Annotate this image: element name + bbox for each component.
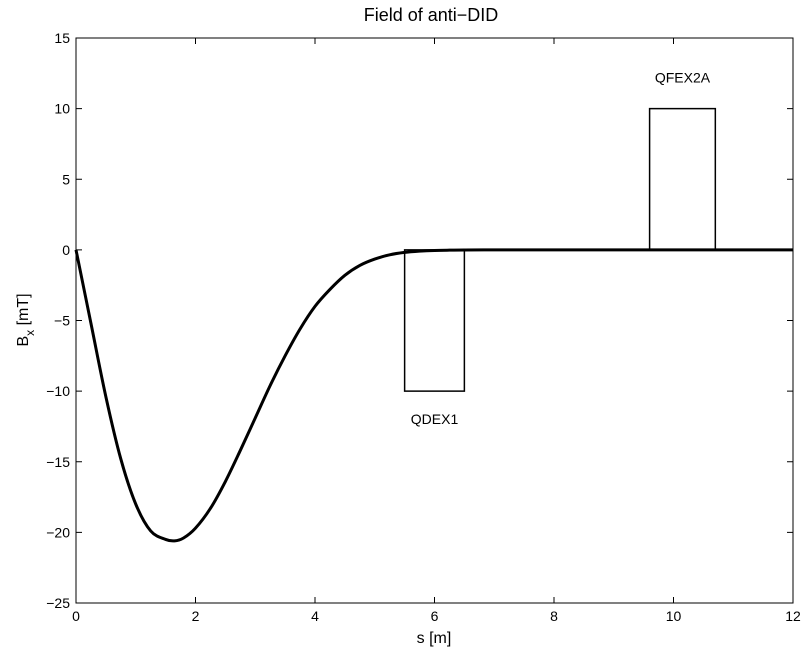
y-tick-label: 15 — [54, 30, 70, 46]
magnet-label-qfex2a: QFEX2A — [655, 70, 711, 86]
plot-area — [75, 37, 794, 604]
magnet-label-qdex1: QDEX1 — [411, 411, 459, 427]
y-tick-label: 10 — [54, 101, 70, 117]
y-axis-label-subscript: x — [23, 330, 37, 336]
x-tick-label: 10 — [666, 608, 682, 624]
y-axis-label-main: B — [15, 336, 32, 347]
y-tick-label: 5 — [62, 171, 70, 187]
x-tick-label: 2 — [192, 608, 200, 624]
x-tick-label: 0 — [72, 608, 80, 624]
chart-title: Field of anti−DID — [364, 5, 499, 25]
x-tick-label: 12 — [785, 608, 801, 624]
y-tick-label: −5 — [54, 313, 70, 329]
axis-ticks: 0 2 4 6 8 10 12 −25 −20 −15 −10 −5 0 5 10 15 — [46, 30, 801, 624]
y-tick-label: −15 — [46, 454, 70, 470]
series-group — [74, 248, 793, 543]
y-tick-label: −20 — [46, 524, 70, 540]
y-axis-label: Bx [mT] — [15, 293, 37, 346]
y-tick-label: −25 — [46, 595, 70, 611]
x-tick-label: 4 — [311, 608, 319, 624]
series-line-bx — [74, 248, 793, 543]
y-axis-label-unit: [mT] — [15, 293, 32, 329]
x-tick-label: 8 — [550, 608, 558, 624]
y-tick-label: 0 — [62, 242, 70, 258]
x-axis-label: s [m] — [417, 630, 452, 647]
x-tick-label: 6 — [431, 608, 439, 624]
y-tick-label: −10 — [46, 383, 70, 399]
